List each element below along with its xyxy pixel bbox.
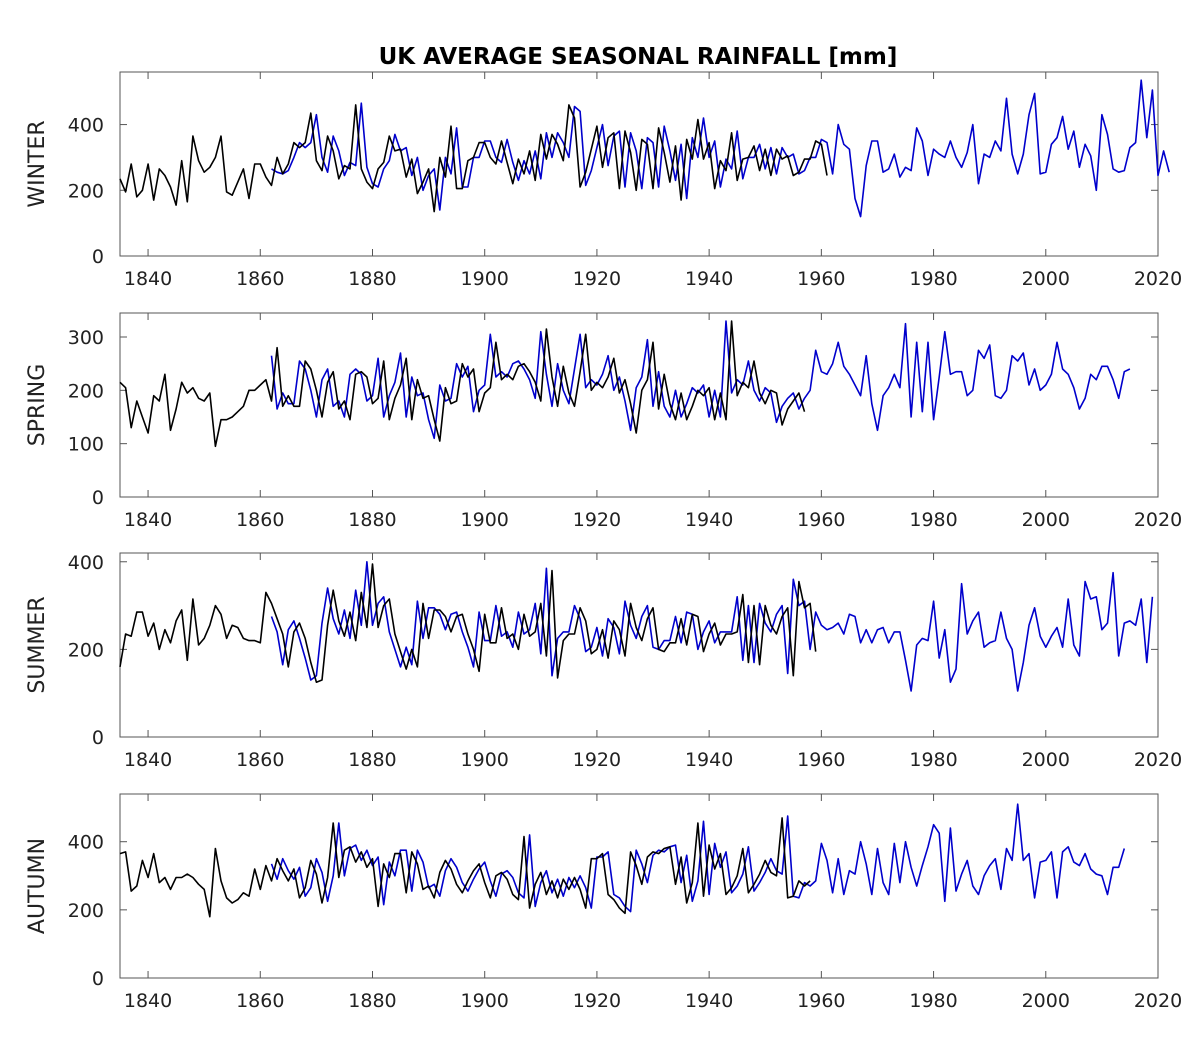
series-line-black — [119, 104, 828, 213]
panel-summer: SUMMER 0 200 400 1840 1860 1880 1900 1920 1940 196… — [25, 552, 1182, 771]
x-tick-label: 1920 — [573, 990, 621, 1012]
x-tick-label: 1980 — [909, 749, 957, 771]
series-line-blue — [270, 320, 1131, 440]
x-tick-label: 1960 — [797, 749, 845, 771]
x-tick-label: 2000 — [1022, 749, 1070, 771]
x-tick-label: 1940 — [685, 509, 733, 531]
x-tick-label: 1920 — [573, 749, 621, 771]
x-tick-label: 1880 — [348, 268, 396, 290]
y-axis-label: AUTUMN — [25, 838, 50, 934]
series-line-blue — [271, 79, 1170, 218]
panels-group: WINTER 0 200 400 1840 1860 1880 1900 1920 1940 196… — [25, 71, 1182, 1012]
x-tick-label: 2020 — [1134, 509, 1182, 531]
x-tick-label: 2000 — [1022, 268, 1070, 290]
x-tick-label: 1980 — [909, 509, 957, 531]
y-tick-label: 400 — [68, 115, 104, 137]
x-tick-label: 1860 — [236, 749, 284, 771]
x-tick-label: 1840 — [124, 749, 172, 771]
y-tick-label: 400 — [68, 832, 104, 854]
y-tick-label: 200 — [68, 380, 104, 402]
series-line-blue — [270, 560, 1154, 692]
x-tick-label: 1920 — [573, 509, 621, 531]
x-tick-label: 1880 — [348, 990, 396, 1012]
y-axis-label: SUMMER — [25, 596, 50, 693]
axis-frame — [119, 552, 1159, 738]
y-tick-label: 200 — [68, 180, 104, 202]
x-tick-label: 1840 — [124, 990, 172, 1012]
x-tick-label: 1860 — [236, 268, 284, 290]
x-tick-label: 1940 — [685, 268, 733, 290]
y-tick-label: 400 — [68, 552, 104, 574]
panel-autumn: AUTUMN 0 200 400 1840 1860 1880 1900 1920 1940 196… — [25, 793, 1182, 1012]
x-tick-label: 2000 — [1022, 990, 1070, 1012]
x-tick-label: 1840 — [124, 268, 172, 290]
x-tick-label: 1960 — [797, 990, 845, 1012]
panel-spring: SPRING 0 100 200 300 1840 1860 1880 1900 1920 1940… — [25, 312, 1182, 531]
series-line-blue — [270, 803, 1126, 913]
y-tick-label: 100 — [68, 434, 104, 456]
y-tick-label: 0 — [92, 487, 104, 509]
x-tick-label: 1900 — [461, 749, 509, 771]
y-tick-label: 0 — [92, 727, 104, 749]
x-tick-label: 1940 — [685, 749, 733, 771]
series-line-black — [119, 320, 806, 448]
x-tick-label: 1980 — [909, 268, 957, 290]
x-tick-label: 1900 — [461, 268, 509, 290]
x-tick-label: 2020 — [1134, 749, 1182, 771]
chart-title: UK AVERAGE SEASONAL RAINFALL [mm] — [379, 44, 898, 70]
x-tick-label: 1960 — [797, 509, 845, 531]
axis-frame — [119, 312, 1159, 498]
series-line-black — [119, 563, 817, 684]
y-tick-label: 0 — [92, 246, 104, 268]
y-tick-label: 0 — [92, 968, 104, 990]
series-line-black — [119, 817, 811, 918]
x-tick-label: 1900 — [461, 509, 509, 531]
y-tick-label: 300 — [68, 327, 104, 349]
x-tick-label: 1860 — [236, 990, 284, 1012]
panel-winter: WINTER 0 200 400 1840 1860 1880 1900 1920 1940 196… — [25, 71, 1182, 290]
axis-frame — [119, 793, 1159, 979]
y-axis-label: WINTER — [25, 120, 50, 207]
x-tick-label: 1880 — [348, 509, 396, 531]
x-tick-label: 2000 — [1022, 509, 1070, 531]
x-tick-label: 1940 — [685, 990, 733, 1012]
y-axis-label: SPRING — [25, 364, 50, 447]
x-tick-label: 1900 — [461, 990, 509, 1012]
x-tick-label: 2020 — [1134, 268, 1182, 290]
x-tick-label: 1880 — [348, 749, 396, 771]
x-tick-label: 1980 — [909, 990, 957, 1012]
y-tick-label: 200 — [68, 639, 104, 661]
x-tick-label: 1860 — [236, 509, 284, 531]
x-tick-label: 1840 — [124, 509, 172, 531]
x-tick-label: 1920 — [573, 268, 621, 290]
x-tick-label: 2020 — [1134, 990, 1182, 1012]
x-tick-label: 1960 — [797, 268, 845, 290]
y-tick-label: 200 — [68, 900, 104, 922]
